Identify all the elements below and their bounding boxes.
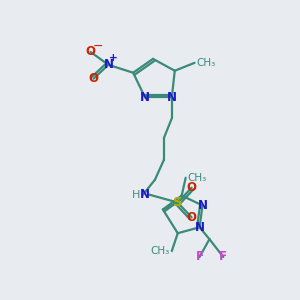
Text: S: S	[173, 196, 183, 209]
Text: CH₃: CH₃	[151, 246, 170, 256]
Text: N: N	[194, 221, 205, 234]
Text: −: −	[92, 40, 103, 52]
Text: F: F	[196, 250, 203, 263]
Text: N: N	[103, 58, 113, 71]
Text: O: O	[88, 72, 98, 85]
Text: CH₃: CH₃	[188, 173, 207, 183]
Text: N: N	[197, 199, 208, 212]
Text: N: N	[140, 188, 150, 201]
Text: N: N	[167, 91, 177, 104]
Text: F: F	[219, 250, 227, 263]
Text: O: O	[187, 181, 196, 194]
Text: O: O	[187, 211, 196, 224]
Text: +: +	[109, 53, 118, 63]
Text: N: N	[140, 91, 150, 104]
Text: CH₃: CH₃	[196, 58, 216, 68]
Text: H: H	[132, 190, 140, 200]
Text: O: O	[85, 45, 96, 58]
